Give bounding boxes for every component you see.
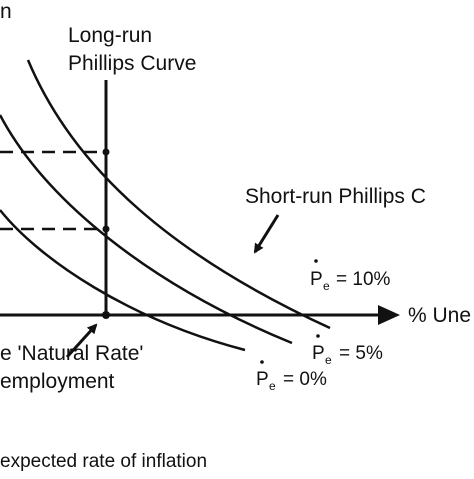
long-run-label-line2: Phillips Curve bbox=[68, 52, 196, 75]
y-axis-label: n bbox=[0, 0, 12, 23]
pe-symbol-10pct: P bbox=[310, 269, 323, 290]
x-axis-arrow bbox=[378, 305, 400, 325]
pe-sub-5pct: e bbox=[325, 353, 332, 367]
pe-value-10pct: = 10% bbox=[336, 269, 391, 290]
natural-rate-label-line1: e 'Natural Rate' bbox=[0, 342, 143, 365]
intersection-point-natural-rate bbox=[102, 311, 110, 319]
short-run-curve-0pct bbox=[0, 209, 246, 352]
intersection-point-middle bbox=[102, 225, 110, 233]
footer-caption: expected rate of inflation bbox=[0, 451, 207, 472]
natural-rate-label-line2: employment bbox=[0, 370, 115, 393]
curve-label-5pct: P e = 5% bbox=[312, 334, 383, 367]
natural-rate-arrow bbox=[65, 323, 98, 359]
pe-sub-0pct: e bbox=[269, 379, 276, 393]
short-run-curve-5pct bbox=[0, 114, 293, 345]
short-run-label: Short-run Phillips C bbox=[245, 185, 426, 208]
x-axis-label: % Une bbox=[408, 304, 471, 327]
pe-dot-0pct bbox=[260, 360, 264, 364]
short-run-arrow bbox=[253, 214, 280, 254]
pe-dot-5pct bbox=[316, 334, 320, 338]
pe-symbol-0pct: P bbox=[256, 369, 269, 390]
intersection-point-upper bbox=[102, 148, 110, 156]
pe-sub-10pct: e bbox=[323, 279, 330, 293]
long-run-label-line1: Long-run bbox=[68, 24, 152, 47]
pe-value-0pct: = 0% bbox=[283, 369, 327, 390]
pe-symbol-5pct: P bbox=[312, 343, 325, 364]
short-run-curve-10pct bbox=[26, 59, 331, 330]
pe-value-5pct: = 5% bbox=[339, 343, 383, 364]
curve-label-0pct: P e = 0% bbox=[256, 360, 327, 393]
curve-label-10pct: P e = 10% bbox=[310, 259, 391, 293]
pe-dot-10pct bbox=[314, 259, 318, 263]
